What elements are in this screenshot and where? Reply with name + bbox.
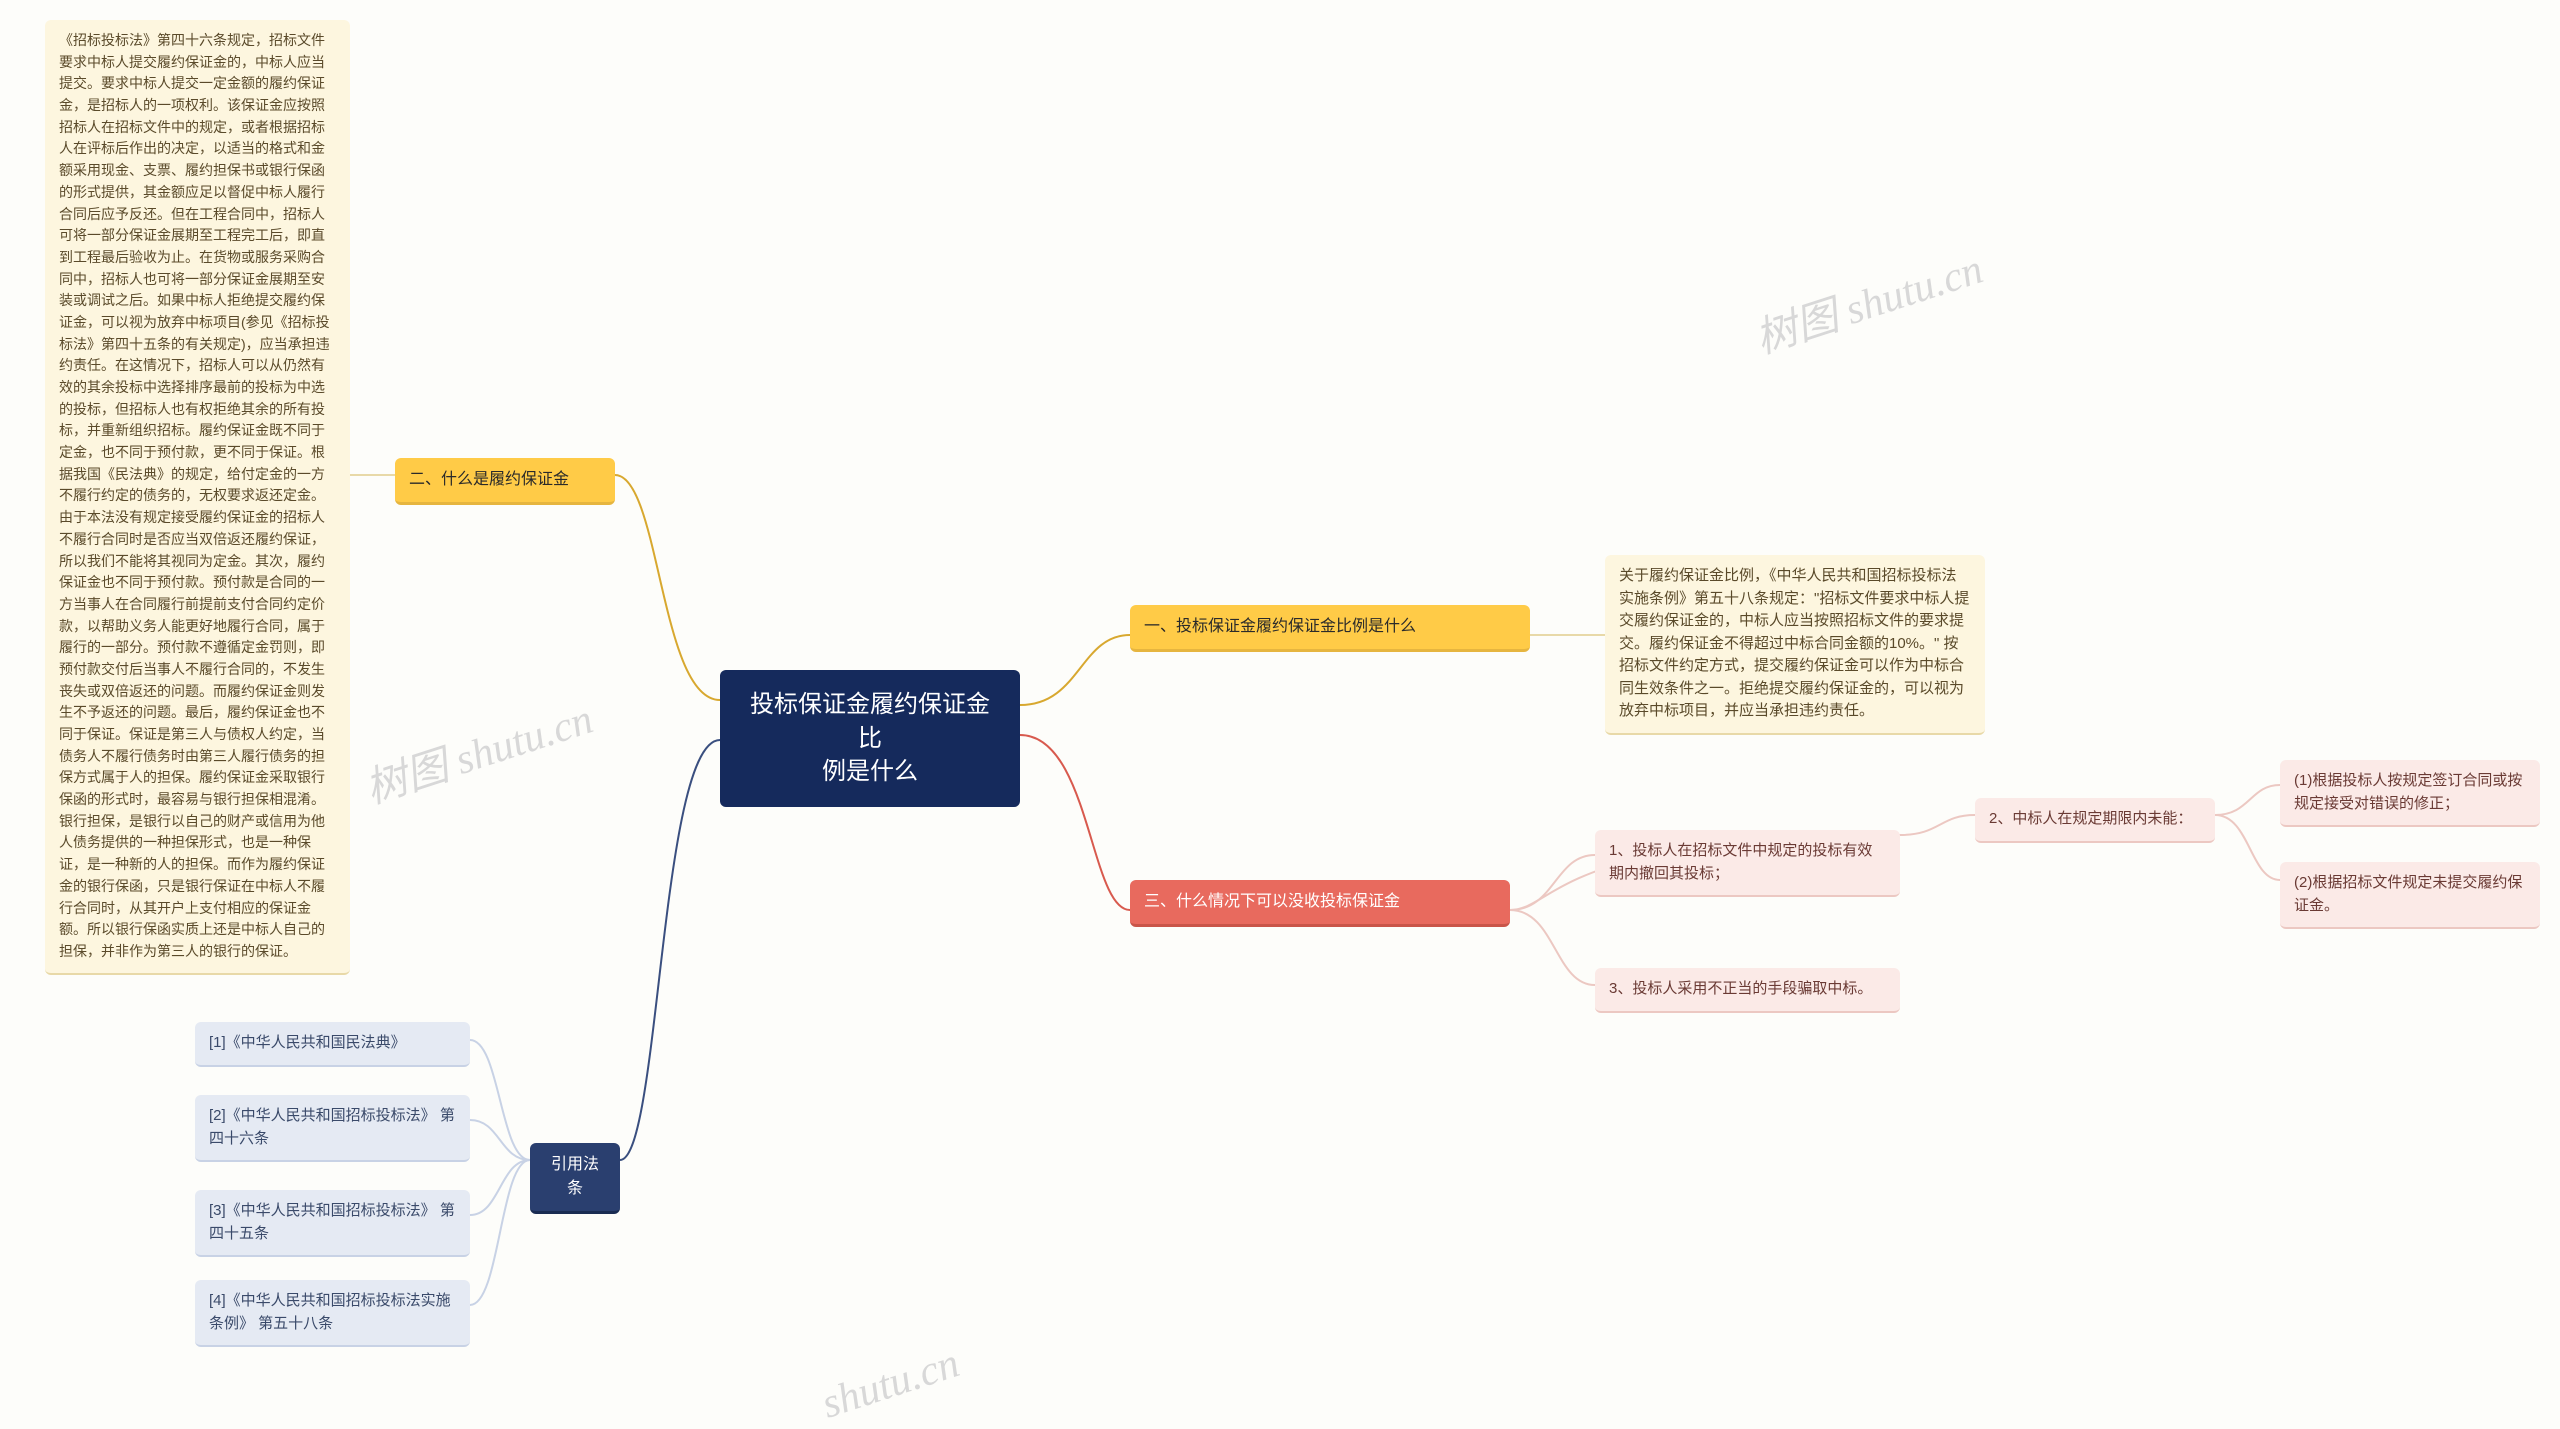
root-title-l1: 投标保证金履约保证金比 (750, 691, 990, 752)
ref4-text: [4]《中华人民共和国招标投标法实施条例》 第五十八条 (209, 1292, 451, 1332)
s3c1-text: 1、投标人在招标文件中规定的投标有效期内撤回其投标； (1609, 842, 1872, 882)
s3c21-text: (1)根据投标人按规定签订合同或按规定接受对错误的修正； (2294, 772, 2522, 812)
reference-item-2: [2]《中华人民共和国招标投标法》 第四十六条 (195, 1095, 470, 1162)
watermark: 树图 shutu.cn (356, 685, 599, 816)
s3c22-text: (2)根据招标文件规定未提交履约保证金。 (2294, 874, 2522, 914)
references-node: 引用法条 (530, 1143, 620, 1214)
s3c2-text: 2、中标人在规定期限内未能： (1989, 810, 2192, 827)
section-3-child-2-2: (2)根据招标文件规定未提交履约保证金。 (2280, 862, 2540, 929)
root-node: 投标保证金履约保证金比 例是什么 (720, 670, 1020, 807)
s3c3-text: 3、投标人采用不正当的手段骗取中标。 (1609, 980, 1872, 997)
section-1-detail: 关于履约保证金比例，《中华人民共和国招标投标法实施条例》第五十八条规定："招标文… (1605, 555, 1985, 735)
references-title: 引用法条 (551, 1156, 599, 1197)
section-3-title: 三、什么情况下可以没收投标保证金 (1144, 893, 1400, 910)
ref3-text: [3]《中华人民共和国招标投标法》 第四十五条 (209, 1202, 455, 1242)
ref1-text: [1]《中华人民共和国民法典》 (209, 1034, 406, 1051)
section-2-title: 二、什么是履约保证金 (409, 471, 569, 488)
section-3-node: 三、什么情况下可以没收投标保证金 (1130, 880, 1510, 927)
section-1-detail-text: 关于履约保证金比例，《中华人民共和国招标投标法实施条例》第五十八条规定："招标文… (1619, 567, 1969, 719)
section-3-child-2-1: (1)根据投标人按规定签订合同或按规定接受对错误的修正； (2280, 760, 2540, 827)
section-2-detail: 《招标投标法》第四十六条规定，招标文件要求中标人提交履约保证金的，中标人应当提交… (45, 20, 350, 975)
watermark: 树图 shutu.cn (1746, 235, 1989, 366)
ref2-text: [2]《中华人民共和国招标投标法》 第四十六条 (209, 1107, 455, 1147)
section-1-title: 一、投标保证金履约保证金比例是什么 (1144, 618, 1416, 635)
section-1-node: 一、投标保证金履约保证金比例是什么 (1130, 605, 1530, 652)
reference-item-4: [4]《中华人民共和国招标投标法实施条例》 第五十八条 (195, 1280, 470, 1347)
reference-item-1: [1]《中华人民共和国民法典》 (195, 1022, 470, 1067)
section-3-child-1: 1、投标人在招标文件中规定的投标有效期内撤回其投标； (1595, 830, 1900, 897)
section-2-detail-text: 《招标投标法》第四十六条规定，招标文件要求中标人提交履约保证金的，中标人应当提交… (59, 32, 330, 959)
section-3-child-2: 2、中标人在规定期限内未能： (1975, 798, 2215, 843)
connector-layer (0, 0, 2560, 1390)
reference-item-3: [3]《中华人民共和国招标投标法》 第四十五条 (195, 1190, 470, 1257)
watermark: shutu.cn (816, 1339, 965, 1428)
section-3-child-3: 3、投标人采用不正当的手段骗取中标。 (1595, 968, 1900, 1013)
section-2-node: 二、什么是履约保证金 (395, 458, 615, 505)
root-title-l2: 例是什么 (822, 758, 918, 785)
